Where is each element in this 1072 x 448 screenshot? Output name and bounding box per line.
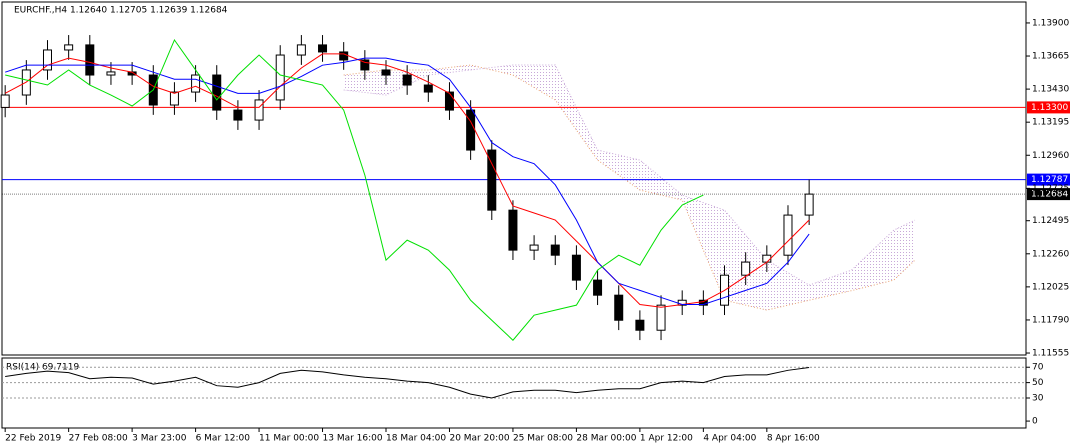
x-tick-label: 22 Feb 2019	[5, 434, 61, 444]
y-tick-label: 1.12725	[1032, 184, 1069, 194]
candle-body	[783, 214, 793, 256]
y-tick-label: 1.12960	[1032, 151, 1069, 161]
candle-body	[169, 91, 179, 106]
y-tick-label: 0	[1032, 417, 1038, 427]
candle-body	[233, 109, 243, 121]
price-level-box	[1027, 101, 1070, 114]
main-frame	[1, 1, 1027, 356]
y-tick-label: 70	[1032, 363, 1044, 373]
rsi-line	[5, 366, 810, 399]
y-tick-label: 1.13665	[1032, 52, 1069, 62]
y-tick-label: 1.11790	[1032, 315, 1069, 325]
price-level-label: 1.12787	[1031, 175, 1068, 185]
y-tick-label: 1.11555	[1032, 349, 1069, 359]
y-tick-label: 1.13195	[1032, 118, 1069, 128]
candle-body	[508, 209, 518, 251]
candle-body	[635, 319, 645, 331]
x-tick-label: 25 Mar 08:00	[513, 434, 573, 444]
x-tick-label: 18 Mar 04:00	[386, 434, 446, 444]
candle-body	[318, 44, 328, 53]
candle-body	[804, 193, 814, 216]
x-tick-label: 8 Apr 16:00	[767, 434, 820, 444]
chart-title: EURCHF.,H4 1.12640 1.12705 1.12639 1.126…	[14, 6, 228, 16]
candle-body	[296, 44, 306, 56]
y-tick-label: 30	[1032, 394, 1044, 404]
x-tick-label: 4 Apr 04:00	[703, 434, 756, 444]
y-tick-label: 1.12260	[1032, 249, 1069, 259]
candle-body	[762, 254, 772, 263]
candle-body	[593, 279, 603, 296]
rsi-frame	[1, 357, 1027, 429]
y-tick-label: 1.12495	[1032, 216, 1069, 226]
x-tick-label: 6 Mar 12:00	[196, 434, 251, 444]
candle-body	[423, 84, 433, 93]
y-tick-label: 1.13430	[1032, 85, 1069, 95]
candle-body	[571, 254, 581, 281]
candle-body	[254, 99, 264, 121]
y-tick-label: 50	[1032, 378, 1044, 388]
x-tick-label: 1 Apr 12:00	[640, 434, 693, 444]
x-tick-label: 28 Mar 00:00	[576, 434, 636, 444]
indicator-line	[5, 38, 704, 341]
candle-body	[444, 91, 454, 111]
indicator-line	[4, 53, 810, 308]
y-tick-label: 1.13900	[1032, 18, 1069, 28]
price-level-box	[1027, 173, 1070, 186]
candle-body	[529, 244, 539, 251]
candle-body	[466, 109, 476, 151]
candle-body	[106, 71, 116, 76]
x-tick-label: 13 Mar 16:00	[323, 434, 383, 444]
x-tick-label: 3 Mar 23:00	[132, 434, 187, 444]
candle-body	[360, 59, 370, 71]
candle-body	[191, 74, 201, 93]
cloud-span-a	[343, 64, 916, 311]
candle-body	[614, 294, 624, 321]
candle-body	[212, 74, 222, 111]
candle-body	[0, 94, 10, 108]
candle-body	[339, 51, 349, 61]
candle-body	[42, 49, 52, 71]
x-tick-label: 20 Mar 20:00	[449, 434, 509, 444]
candle-body	[64, 44, 74, 51]
ichimoku-cloud	[343, 65, 915, 311]
x-tick-label: 11 Mar 00:00	[259, 434, 319, 444]
candle-body	[85, 44, 95, 76]
candle-body	[402, 74, 412, 86]
y-tick-label: 1.12025	[1032, 282, 1069, 292]
candle-body	[741, 261, 751, 276]
x-tick-label: 27 Feb 08:00	[69, 434, 128, 444]
candle-body	[656, 304, 666, 331]
candle-body	[550, 244, 560, 256]
indicator-line	[5, 57, 810, 305]
candle-body	[275, 54, 285, 101]
price-level-box	[1027, 188, 1070, 201]
candle-body	[381, 69, 391, 76]
price-level-label: 1.13300	[1031, 103, 1068, 113]
candle-body	[487, 149, 497, 211]
price-level-label: 1.12684	[1031, 190, 1068, 200]
